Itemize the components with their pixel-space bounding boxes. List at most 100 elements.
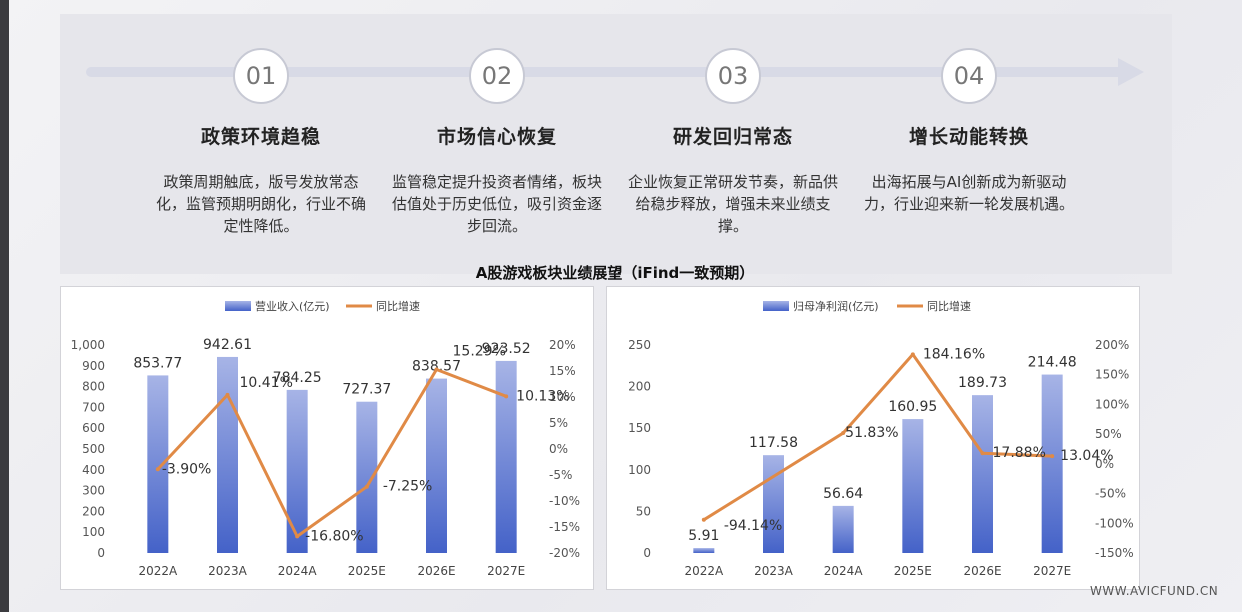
growth-value-label: 10.41%	[240, 375, 293, 391]
y-left-tick: 0	[643, 546, 651, 560]
y-left-tick: 200	[628, 380, 651, 394]
growth-point	[504, 394, 509, 399]
bar	[832, 505, 854, 553]
bar-value-label: 727.37	[342, 382, 391, 398]
bar-value-label: 56.64	[823, 486, 863, 502]
step-description: 出海拓展与AI创新成为新驱动力，行业迎来新一轮发展机遇。	[863, 173, 1074, 213]
bar	[495, 360, 517, 553]
step-title: 市场信心恢复	[436, 126, 557, 148]
y-left-tick: 900	[82, 359, 105, 373]
x-tick-label: 2024A	[824, 564, 864, 578]
step-description: 政策周期触底，版号发放常态化，监管预期明朗化，行业不确定性降低。	[155, 173, 366, 235]
y-left-tick: 800	[82, 380, 105, 394]
y-right-tick: -20%	[549, 546, 580, 560]
step-description: 企业恢复正常研发节奏，新品供给稳步释放，增强未来业绩支撑。	[627, 173, 838, 235]
bar-value-label: 942.61	[203, 337, 252, 353]
bar-value-label: 160.95	[888, 399, 937, 415]
legend-bar-label: 营业收入(亿元)	[255, 299, 330, 313]
legend-bar-label: 归母净利润(亿元)	[793, 299, 879, 313]
bar-value-label: 853.77	[133, 355, 182, 371]
bar-value-label: 838.57	[412, 359, 461, 375]
y-right-tick: 0%	[549, 442, 568, 456]
bar-value-label: 214.48	[1028, 355, 1077, 371]
step-description: 监管稳定提升投资者情绪，板块估值处于历史低位，吸引资金逐步回流。	[391, 173, 602, 235]
x-tick-label: 2025E	[894, 564, 932, 578]
legend-line-label: 同比增速	[376, 299, 420, 313]
revenue-chart-svg: 营业收入(亿元) 同比增速 0 100 200 300 400 500 600 700 800 900…	[71, 299, 580, 578]
step-title: 研发回归常态	[672, 126, 793, 148]
bar	[902, 419, 924, 553]
growth-value-label: 15.29%	[453, 343, 506, 359]
growth-point	[364, 484, 369, 489]
y-right-tick: -5%	[549, 468, 572, 482]
bar	[426, 378, 447, 553]
step-4: 04 增长动能转换 出海拓展与AI创新成为新驱动力，行业迎来新一轮发展机遇。	[851, 48, 1087, 215]
y-left-tick: 500	[82, 442, 105, 456]
y-right-tick: 100%	[1095, 397, 1129, 411]
bar	[217, 356, 238, 553]
x-tick-label: 2025E	[348, 564, 386, 578]
y-right-tick: -15%	[549, 520, 580, 534]
growth-point	[1050, 454, 1055, 459]
step-title: 增长动能转换	[908, 126, 1029, 148]
bar	[972, 395, 993, 553]
step-number: 03	[705, 48, 761, 104]
x-tick-label: 2022A	[684, 564, 724, 578]
step-number: 01	[233, 48, 289, 104]
x-tick-label: 2027E	[487, 564, 525, 578]
y-right-tick: -10%	[549, 494, 580, 508]
x-tick-label: 2022A	[138, 564, 178, 578]
legend-bar-swatch	[225, 301, 251, 311]
revenue-chart: 营业收入(亿元) 同比增速 0 100 200 300 400 500 600 700 800 900…	[60, 286, 594, 590]
bar	[356, 401, 378, 553]
y-left-tick: 250	[628, 338, 651, 352]
bar	[693, 548, 715, 553]
charts-title: A股游戏板块业绩展望（iFind一致预期）	[475, 264, 755, 282]
growth-value-label: 10.13%	[516, 388, 569, 404]
y-left-tick: 0	[97, 546, 105, 560]
y-left-tick: 700	[82, 400, 105, 414]
bar	[286, 389, 308, 553]
footer-url: WWW.AVICFUND.CN	[1090, 584, 1219, 598]
y-left-tick: 400	[82, 463, 105, 477]
profit-chart: 归母净利润(亿元) 同比增速 0 50 100 150 200 250 -150% -100% -5…	[606, 286, 1140, 590]
growth-value-label: -16.80%	[305, 528, 363, 544]
growth-point	[910, 352, 915, 357]
y-left-tick: 100	[82, 525, 105, 539]
y-right-tick: -150%	[1095, 546, 1134, 560]
growth-value-label: 13.04%	[1060, 448, 1113, 464]
step-3: 03 研发回归常态 企业恢复正常研发节奏，新品供给稳步释放，增强未来业绩支撑。	[615, 48, 851, 237]
y-left-tick: 200	[82, 504, 105, 518]
bar-value-label: 189.73	[958, 375, 1007, 391]
y-right-tick: 10%	[549, 390, 576, 404]
growth-value-label: 17.88%	[993, 445, 1046, 461]
growth-value-label: -3.90%	[162, 461, 212, 477]
bar-value-label: 117.58	[749, 435, 798, 451]
growth-line	[156, 367, 507, 538]
growth-point	[295, 534, 300, 539]
y-right-tick: 20%	[549, 338, 576, 352]
growth-point	[980, 451, 985, 456]
growth-point	[155, 467, 160, 472]
y-right-tick: 150%	[1095, 368, 1129, 382]
y-left-tick: 300	[82, 484, 105, 498]
growth-value-label: 51.83%	[845, 425, 898, 441]
growth-point	[225, 392, 230, 397]
step-2: 02 市场信心恢复 监管稳定提升投资者情绪，板块估值处于历史低位，吸引资金逐步回…	[379, 48, 615, 237]
y-right-tick: -50%	[1095, 487, 1126, 501]
y-left-tick: 100	[628, 463, 651, 477]
growth-point	[434, 367, 439, 372]
y-right-tick: 0%	[1095, 457, 1114, 471]
growth-value-label: 184.16%	[923, 346, 985, 362]
x-tick-label: 2024A	[278, 564, 318, 578]
bar	[763, 455, 784, 553]
growth-point	[841, 431, 846, 436]
step-number: 04	[941, 48, 997, 104]
y-right-tick: 15%	[549, 364, 576, 378]
legend-bar-swatch	[763, 301, 789, 311]
y-left-tick: 50	[636, 504, 651, 518]
bar	[1041, 374, 1063, 553]
y-right-tick: 5%	[549, 416, 568, 430]
x-tick-label: 2026E	[963, 564, 1001, 578]
timeline-arrow-head	[1118, 58, 1144, 86]
